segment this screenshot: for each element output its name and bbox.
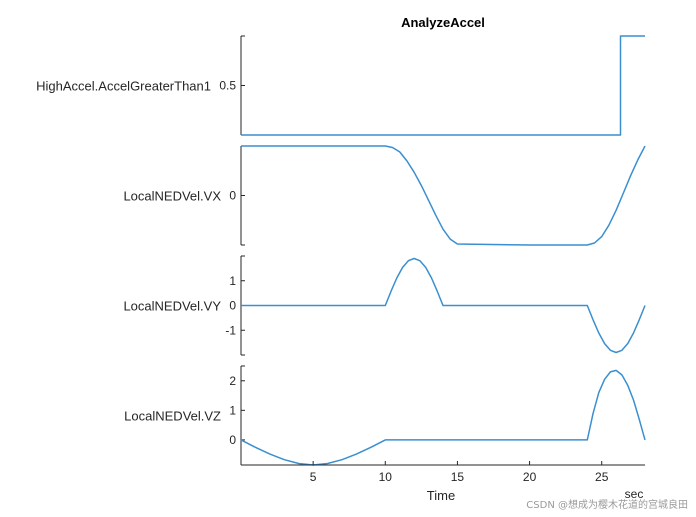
y-axis-label: HighAccel.AccelGreaterThan1 [36, 79, 211, 94]
series-line [241, 257, 646, 354]
y-tick-label: 0 [229, 433, 236, 447]
subplot-4: 0 1 2 LocalNEDVel.VZ [124, 365, 646, 466]
series-line [240, 369, 646, 466]
y-tick-label: -1 [225, 323, 236, 337]
x-axis: 5 10 15 20 25 [241, 461, 645, 484]
watermark: CSDN @想成为樱木花道的宫城良田 [526, 500, 688, 511]
series-line [241, 145, 646, 246]
y-tick-label: 2 [229, 374, 236, 388]
x-tick-label: 25 [595, 470, 609, 484]
y-tick-label: 0 [229, 189, 236, 203]
chart-title: AnalyzeAccel [401, 15, 485, 30]
x-tick-label: 5 [310, 470, 317, 484]
y-tick-label: 1 [229, 274, 236, 288]
subplots: 0.5 HighAccel.AccelGreaterThan1 0 LocalNEDV… [36, 35, 646, 466]
series-line [241, 35, 645, 136]
y-tick-label: 1 [229, 403, 236, 417]
y-axis-label: LocalNEDVel.VX [123, 189, 221, 204]
y-tick-label: 0 [229, 299, 236, 313]
subplot-3: -1 0 1 LocalNEDVel.VY [123, 255, 646, 356]
x-tick-label: 15 [451, 470, 465, 484]
y-axis-label: LocalNEDVel.VY [123, 299, 221, 314]
y-axis-label: LocalNEDVel.VZ [124, 409, 221, 424]
x-tick-label: 20 [523, 470, 537, 484]
x-axis-label: Time [427, 488, 455, 503]
x-axis-unit: sec [625, 487, 644, 501]
subplot-2: 0 LocalNEDVel.VX [123, 145, 646, 246]
x-tick-label: 10 [379, 470, 393, 484]
subplot-1: 0.5 HighAccel.AccelGreaterThan1 [36, 35, 645, 136]
y-tick-label: 0.5 [219, 79, 236, 93]
